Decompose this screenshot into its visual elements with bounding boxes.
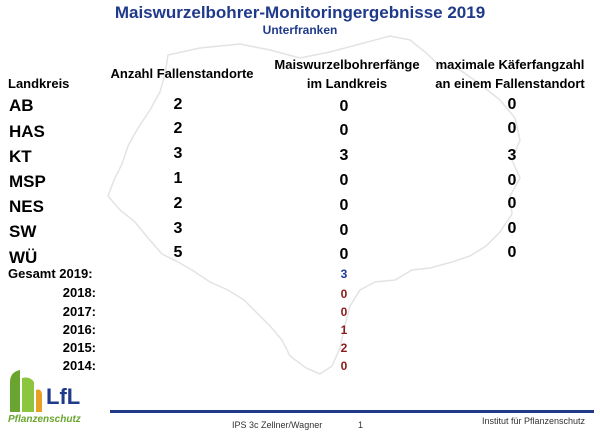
row-label: NES bbox=[9, 197, 44, 216]
totals-value: 1 bbox=[340, 323, 348, 337]
col-header-max: maximale Käferfangzahl an einem Fallenst… bbox=[425, 55, 595, 93]
col-header-landkreis: Landkreis bbox=[8, 76, 70, 91]
totals-label: 2018: bbox=[62, 285, 96, 300]
cell-anzahl: 1 bbox=[173, 170, 183, 187]
cell-max: 0 bbox=[507, 120, 517, 137]
footer-page-number: 1 bbox=[358, 420, 364, 430]
cell-max: 0 bbox=[507, 96, 517, 113]
cell-faenge: 0 bbox=[339, 197, 349, 214]
logo-name: LfL bbox=[46, 384, 81, 409]
totals-label: 2016: bbox=[62, 322, 96, 337]
logo-tagline: Pflanzenschutz bbox=[8, 414, 81, 425]
cell-anzahl: 2 bbox=[173, 96, 183, 113]
lfl-logo: LfL Pflanzenschutz bbox=[6, 368, 110, 428]
cell-faenge: 0 bbox=[339, 98, 349, 115]
cell-faenge: 0 bbox=[339, 246, 349, 263]
totals-label: 2014: bbox=[62, 358, 96, 373]
totals-value: 2 bbox=[340, 341, 348, 355]
plant-icon bbox=[10, 370, 42, 412]
cell-max: 0 bbox=[507, 172, 517, 189]
col-header-faenge-line1: Maiswurzelbohrerfänge bbox=[274, 57, 420, 72]
cell-anzahl: 3 bbox=[173, 145, 183, 162]
cell-faenge: 0 bbox=[339, 172, 349, 189]
row-label: AB bbox=[9, 96, 34, 115]
cell-max: 0 bbox=[507, 195, 517, 212]
cell-faenge: 0 bbox=[339, 122, 349, 139]
col-header-faenge-line2: im Landkreis bbox=[306, 76, 388, 91]
cell-anzahl: 5 bbox=[173, 244, 183, 261]
cell-max: 3 bbox=[507, 147, 517, 164]
page-title: Maiswurzelbohrer-Monitoringergebnisse 20… bbox=[114, 3, 486, 22]
row-label: SW bbox=[9, 222, 37, 241]
col-header-max-line1: maximale Käferfangzahl bbox=[435, 57, 585, 72]
cell-anzahl: 3 bbox=[173, 220, 183, 237]
totals-value: 0 bbox=[340, 359, 348, 373]
totals-value: 0 bbox=[340, 305, 348, 319]
cell-max: 0 bbox=[507, 220, 517, 237]
totals-value: 3 bbox=[340, 267, 348, 281]
col-header-anzahl: Anzahl Fallenstandorte bbox=[110, 66, 254, 81]
totals-label: 2017: bbox=[62, 304, 96, 319]
footer-authors: IPS 3c Zellner/Wagner bbox=[232, 420, 323, 430]
cell-max: 0 bbox=[507, 244, 517, 261]
row-label: KT bbox=[9, 147, 32, 166]
footer-divider bbox=[110, 410, 594, 413]
cell-anzahl: 2 bbox=[173, 195, 183, 212]
cell-faenge: 0 bbox=[339, 222, 349, 239]
totals-value: 0 bbox=[340, 287, 348, 301]
row-label: MSP bbox=[9, 172, 46, 191]
totals-label: Gesamt 2019: bbox=[8, 266, 93, 281]
col-header-faenge: Maiswurzelbohrerfänge im Landkreis bbox=[262, 55, 432, 93]
page-subtitle: Unterfranken bbox=[262, 23, 338, 37]
row-label: HAS bbox=[9, 122, 45, 141]
cell-anzahl: 2 bbox=[173, 120, 183, 137]
totals-label: 2015: bbox=[62, 340, 96, 355]
col-header-max-line2: an einem Fallenstandort bbox=[435, 76, 585, 91]
cell-faenge: 3 bbox=[339, 147, 349, 164]
row-label: WÜ bbox=[9, 248, 38, 267]
footer-institute: Institut für Pflanzenschutz bbox=[482, 416, 586, 426]
